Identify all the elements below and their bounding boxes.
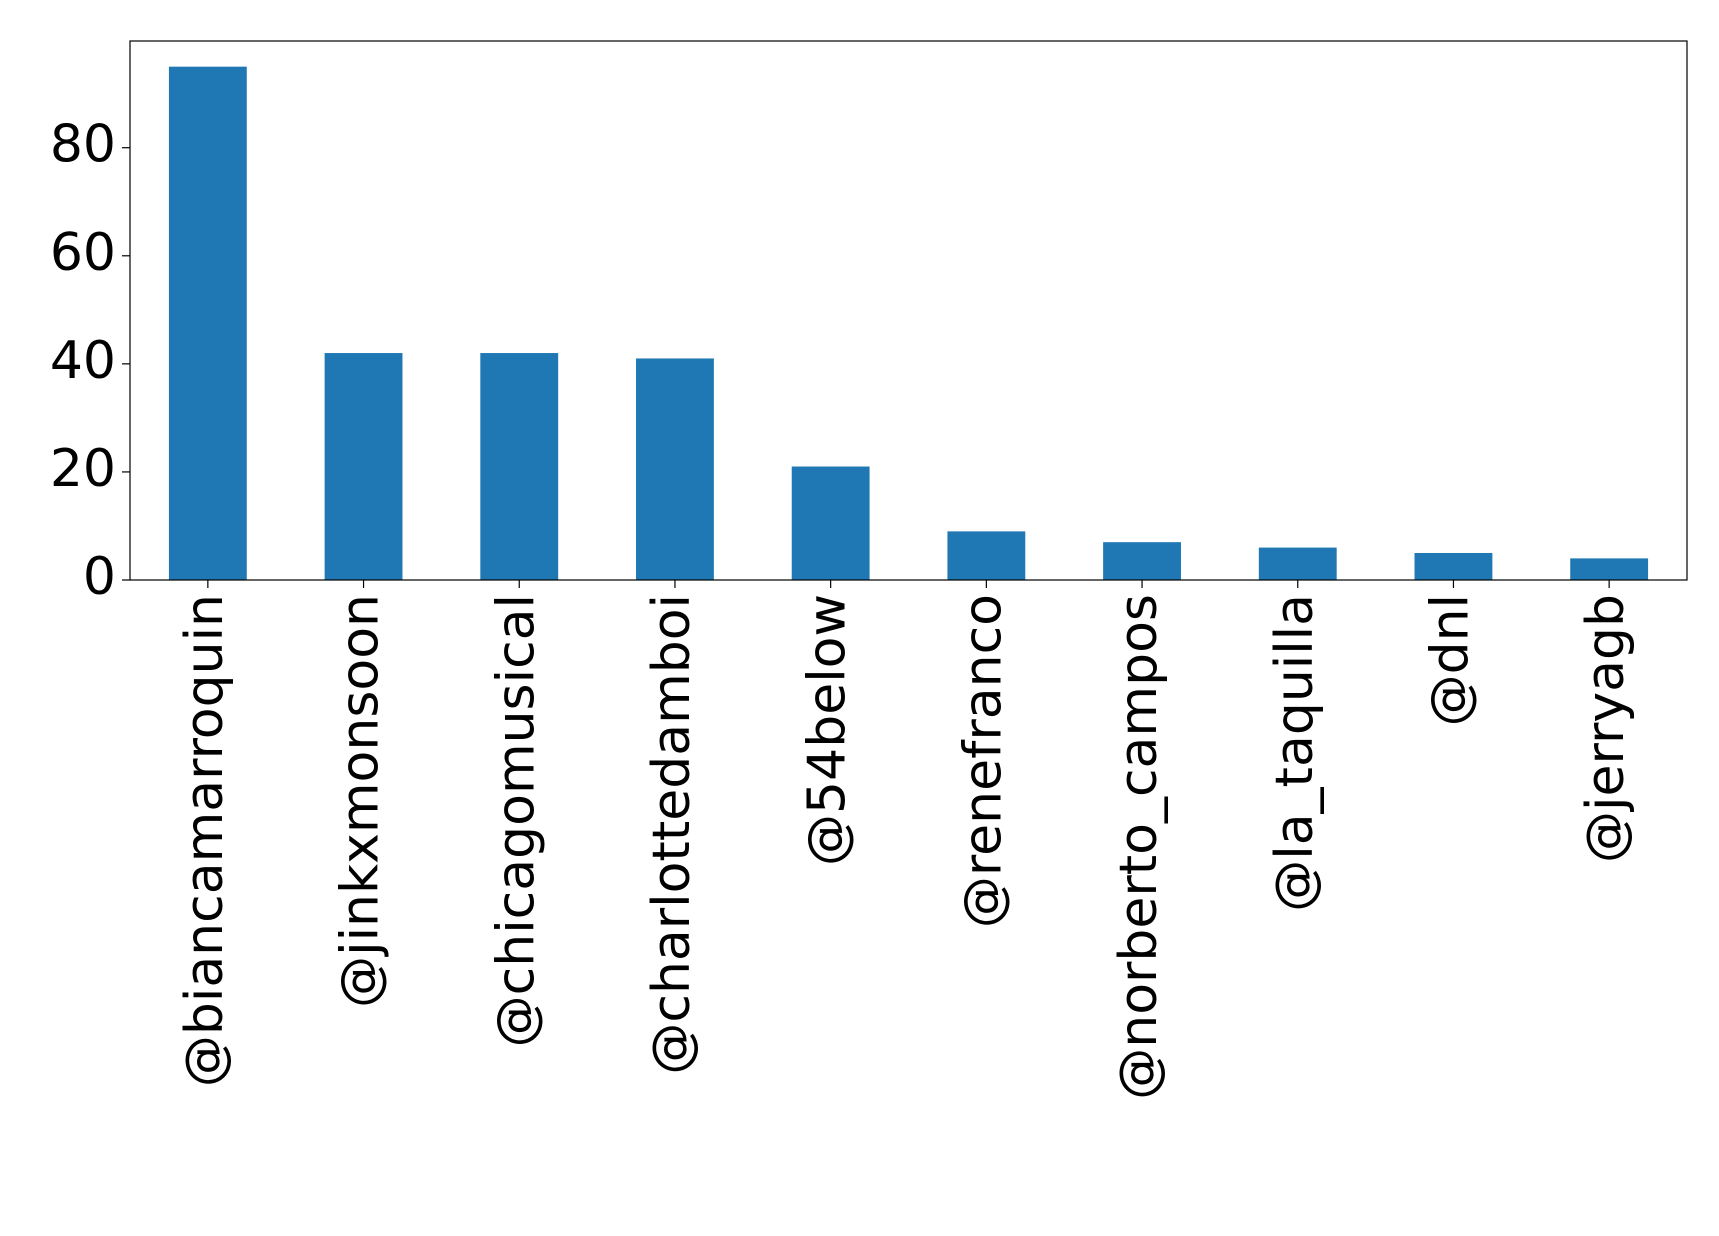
bar bbox=[1103, 542, 1181, 580]
plot-frame bbox=[129, 40, 1688, 581]
x-tick-label: @renefranco bbox=[953, 594, 1013, 928]
x-tick-label: @jerryagb bbox=[1576, 594, 1636, 863]
y-tick-label: 20 bbox=[50, 439, 116, 499]
bar bbox=[636, 358, 714, 580]
x-tick-label: @54below bbox=[798, 594, 858, 866]
x-tick-label: @biancamarroquin bbox=[175, 594, 235, 1087]
bar bbox=[168, 66, 247, 580]
bar bbox=[947, 531, 1026, 580]
x-tick-label: @la_taquilla bbox=[1265, 594, 1325, 912]
x-tick-label: @norberto_campos bbox=[1109, 594, 1169, 1100]
bar bbox=[1258, 547, 1337, 580]
x-tick-label: @jinkxmonsoon bbox=[331, 594, 391, 1008]
x-tick-label: @chicagomusical bbox=[486, 594, 546, 1047]
y-tick-label: 40 bbox=[50, 331, 116, 391]
bar bbox=[1570, 558, 1649, 580]
x-tick-label: @dnl bbox=[1420, 594, 1480, 726]
x-tick-label: @charlottedamboi bbox=[642, 594, 702, 1075]
bar bbox=[480, 353, 559, 580]
y-tick-label: 60 bbox=[50, 223, 116, 283]
bar bbox=[1414, 552, 1493, 580]
bar bbox=[791, 466, 870, 580]
bar bbox=[324, 353, 403, 580]
y-tick-label: 0 bbox=[83, 547, 116, 607]
y-tick-label: 80 bbox=[50, 115, 116, 175]
